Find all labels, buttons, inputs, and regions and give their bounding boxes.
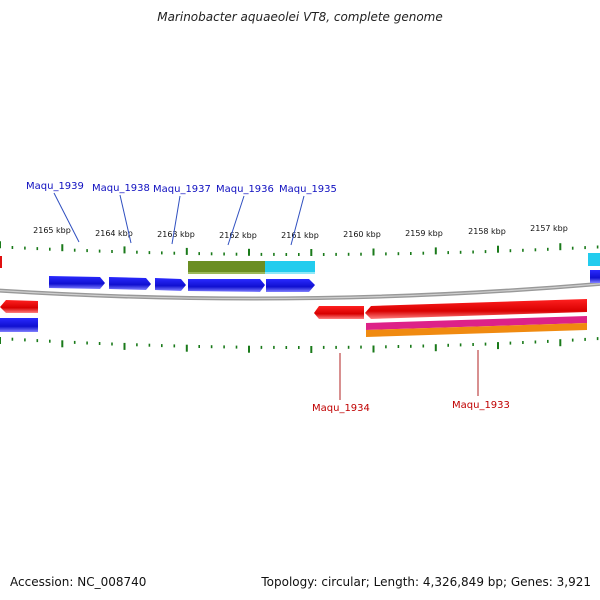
scale-label: 2157 kbp (530, 224, 568, 233)
magenta-feature-bar[interactable] (366, 316, 587, 330)
scale-label: 2161 kbp (281, 231, 319, 240)
scale-label: 2165 kbp (33, 226, 71, 235)
scale-label: 2164 kbp (95, 229, 133, 238)
scale-label: 2160 kbp (343, 230, 381, 239)
gene-block-left-edge[interactable] (0, 318, 38, 332)
gene-arrow-maqu-1933[interactable] (365, 299, 587, 319)
scale-ticks-top (0, 241, 599, 256)
scale-label: 2158 kbp (468, 227, 506, 236)
red-feature-edge (0, 256, 2, 268)
scale-label: 2162 kbp (219, 231, 257, 240)
leader-line (227, 195, 245, 246)
olive-feature-bar[interactable] (188, 261, 267, 274)
scale-label: 2163 kbp (157, 230, 195, 239)
leader-line (53, 192, 80, 243)
leader-line (119, 194, 132, 244)
gene-arrow-maqu-1936[interactable] (188, 279, 265, 292)
genome-stats-text: Topology: circular; Length: 4,326,849 bp… (261, 575, 591, 589)
gene-arrow-maqu-1935[interactable] (266, 279, 315, 292)
gene-arrow-maqu-1939[interactable] (49, 276, 105, 289)
gene-arrow-left-edge[interactable] (0, 300, 38, 313)
cyan-feature-bar[interactable] (265, 261, 315, 274)
gene-label-maqu-1935[interactable]: Maqu_1935 (279, 184, 337, 195)
scale-label: 2159 kbp (405, 229, 443, 238)
gene-arrow-maqu-1934[interactable] (314, 306, 364, 319)
accession-text: Accession: NC_008740 (10, 575, 147, 589)
orange-feature-bar[interactable] (366, 323, 587, 337)
gene-label-maqu-1933[interactable]: Maqu_1933 (452, 400, 510, 411)
leader-line (171, 195, 181, 245)
gene-arrow-maqu-1937[interactable] (155, 278, 186, 291)
leader-line (290, 195, 305, 246)
genome-title: Marinobacter aquaeolei VT8, complete gen… (157, 10, 443, 24)
gene-arrow-maqu-1938[interactable] (109, 277, 151, 290)
gene-label-maqu-1938[interactable]: Maqu_1938 (92, 183, 150, 194)
gene-arrow-edge[interactable] (590, 270, 600, 283)
cyan-feature-bar-edge[interactable] (588, 253, 600, 266)
gene-label-maqu-1934[interactable]: Maqu_1934 (312, 403, 370, 414)
gene-label-maqu-1937[interactable]: Maqu_1937 (153, 184, 211, 195)
scale-ticks-bottom (0, 337, 599, 353)
gene-label-maqu-1939[interactable]: Maqu_1939 (26, 181, 84, 192)
gene-label-maqu-1936[interactable]: Maqu_1936 (216, 184, 274, 195)
